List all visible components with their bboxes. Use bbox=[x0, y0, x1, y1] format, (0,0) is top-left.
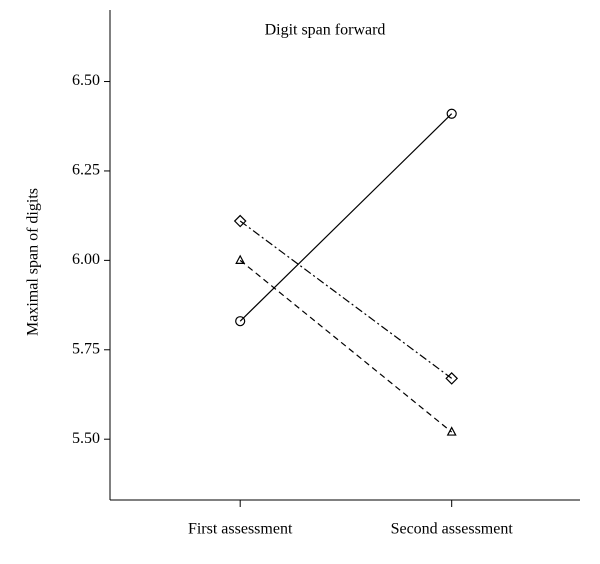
point bbox=[446, 426, 457, 436]
point bbox=[235, 316, 246, 327]
point bbox=[233, 214, 247, 228]
series-line bbox=[239, 259, 453, 433]
point bbox=[446, 108, 457, 119]
y-tick-label: 5.75 bbox=[72, 340, 100, 357]
x-tick-label: Second assessment bbox=[391, 521, 514, 538]
x-tick-label: First assessment bbox=[188, 521, 293, 538]
series-line bbox=[239, 220, 453, 379]
y-tick-label: 5.50 bbox=[72, 430, 100, 447]
series-line bbox=[239, 113, 453, 322]
y-tick-label: 6.50 bbox=[72, 72, 100, 89]
y-axis-label: Maximal span of digits bbox=[25, 188, 42, 336]
y-tick-label: 6.25 bbox=[72, 162, 100, 179]
y-tick-label: 6.00 bbox=[72, 251, 100, 268]
point bbox=[445, 372, 459, 385]
chart-title: Digit span forward bbox=[265, 22, 386, 39]
point bbox=[235, 254, 246, 264]
